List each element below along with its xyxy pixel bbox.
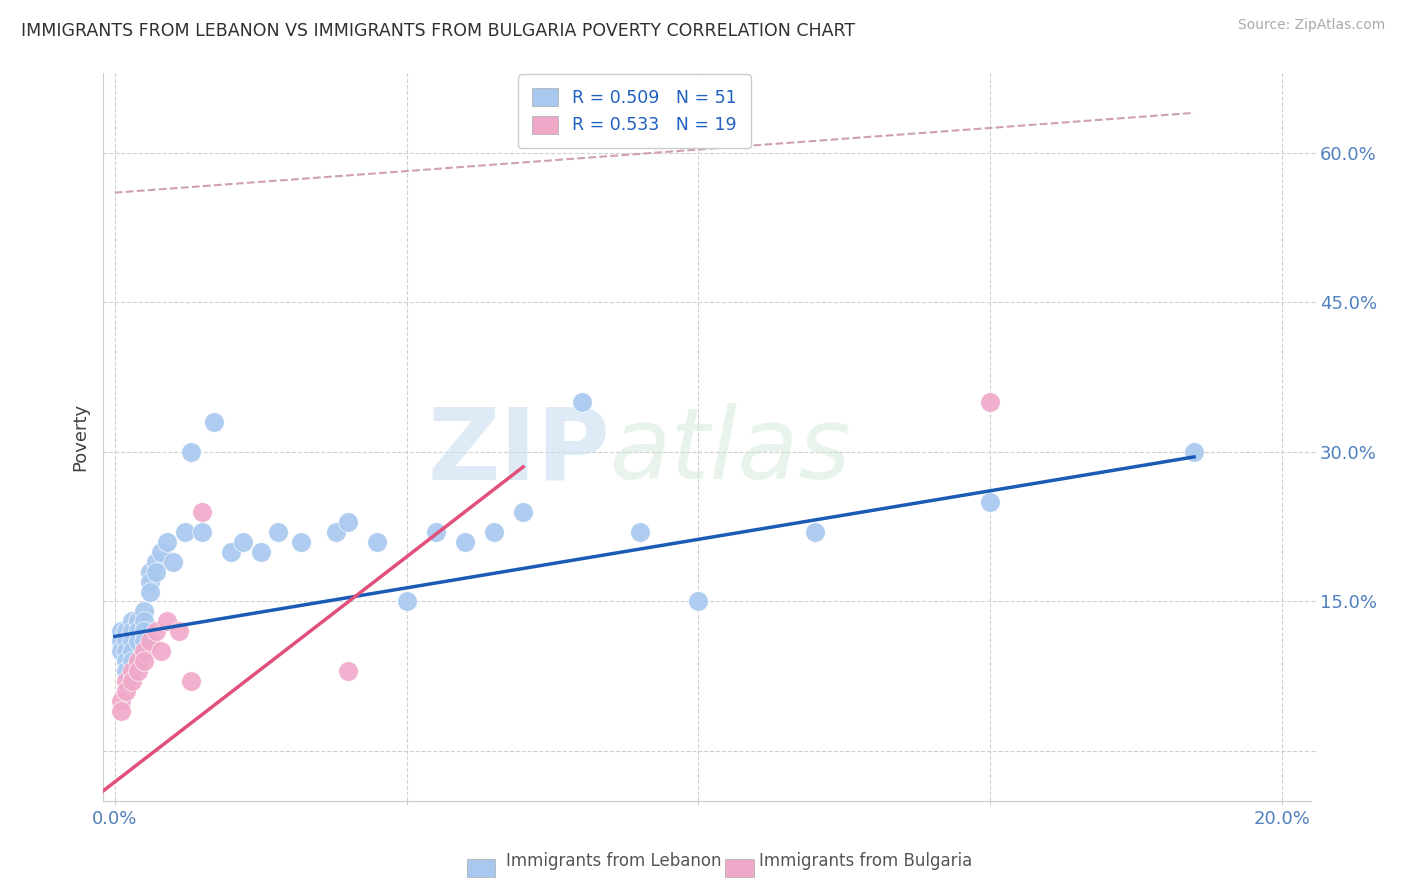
Point [115, 634, 138, 648]
Point [156, 534, 179, 549]
Point [337, 515, 360, 529]
Point [325, 524, 347, 539]
Point [121, 674, 143, 689]
Point [121, 654, 143, 668]
Point [512, 505, 534, 519]
Point [115, 624, 138, 639]
Point [145, 565, 167, 579]
Point [121, 615, 143, 629]
Point [628, 524, 651, 539]
Point [132, 634, 155, 648]
Point [115, 665, 138, 679]
Point [121, 644, 143, 658]
Point [366, 534, 388, 549]
Point [290, 534, 312, 549]
Point [249, 544, 271, 558]
Point [180, 674, 202, 689]
Point [454, 534, 477, 549]
Point [115, 674, 138, 689]
Text: Immigrants from Lebanon: Immigrants from Lebanon [506, 852, 721, 870]
Point [110, 694, 132, 708]
Point [121, 634, 143, 648]
Point [979, 495, 1001, 509]
Point [132, 654, 155, 668]
Text: ZIP: ZIP [427, 403, 610, 500]
Point [110, 624, 132, 639]
Point [127, 634, 149, 648]
Point [127, 654, 149, 668]
Point [804, 524, 827, 539]
Point [150, 644, 173, 658]
Point [395, 594, 418, 608]
Point [121, 665, 143, 679]
Text: Source: ZipAtlas.com: Source: ZipAtlas.com [1237, 18, 1385, 32]
Legend: R = 0.509   N = 51, R = 0.533   N = 19: R = 0.509 N = 51, R = 0.533 N = 19 [519, 74, 751, 148]
Point [267, 524, 290, 539]
Point [110, 634, 132, 648]
Point [167, 624, 190, 639]
Point [571, 395, 593, 409]
Point [173, 524, 195, 539]
Point [132, 604, 155, 618]
Point [127, 615, 149, 629]
Text: Immigrants from Bulgaria: Immigrants from Bulgaria [759, 852, 973, 870]
Point [110, 704, 132, 718]
Point [979, 395, 1001, 409]
Point [425, 524, 447, 539]
Point [127, 665, 149, 679]
Point [115, 644, 138, 658]
Point [337, 665, 360, 679]
Point [115, 654, 138, 668]
Point [132, 644, 155, 658]
Point [191, 505, 214, 519]
Point [162, 555, 184, 569]
Point [1182, 445, 1205, 459]
Point [139, 584, 162, 599]
Point [482, 524, 505, 539]
Point [139, 574, 162, 589]
Point [110, 644, 132, 658]
Point [115, 684, 138, 698]
Y-axis label: Poverty: Poverty [72, 403, 89, 471]
Point [145, 624, 167, 639]
Point [139, 634, 162, 648]
Point [132, 624, 155, 639]
Point [132, 615, 155, 629]
Point [688, 594, 710, 608]
Text: IMMIGRANTS FROM LEBANON VS IMMIGRANTS FROM BULGARIA POVERTY CORRELATION CHART: IMMIGRANTS FROM LEBANON VS IMMIGRANTS FR… [21, 22, 855, 40]
Point [145, 555, 167, 569]
Point [202, 415, 225, 429]
Point [156, 615, 179, 629]
Point [180, 445, 202, 459]
Point [150, 544, 173, 558]
Point [127, 624, 149, 639]
Point [121, 624, 143, 639]
Point [221, 544, 243, 558]
Text: atlas: atlas [610, 403, 852, 500]
Point [191, 524, 214, 539]
Point [139, 565, 162, 579]
Point [232, 534, 254, 549]
